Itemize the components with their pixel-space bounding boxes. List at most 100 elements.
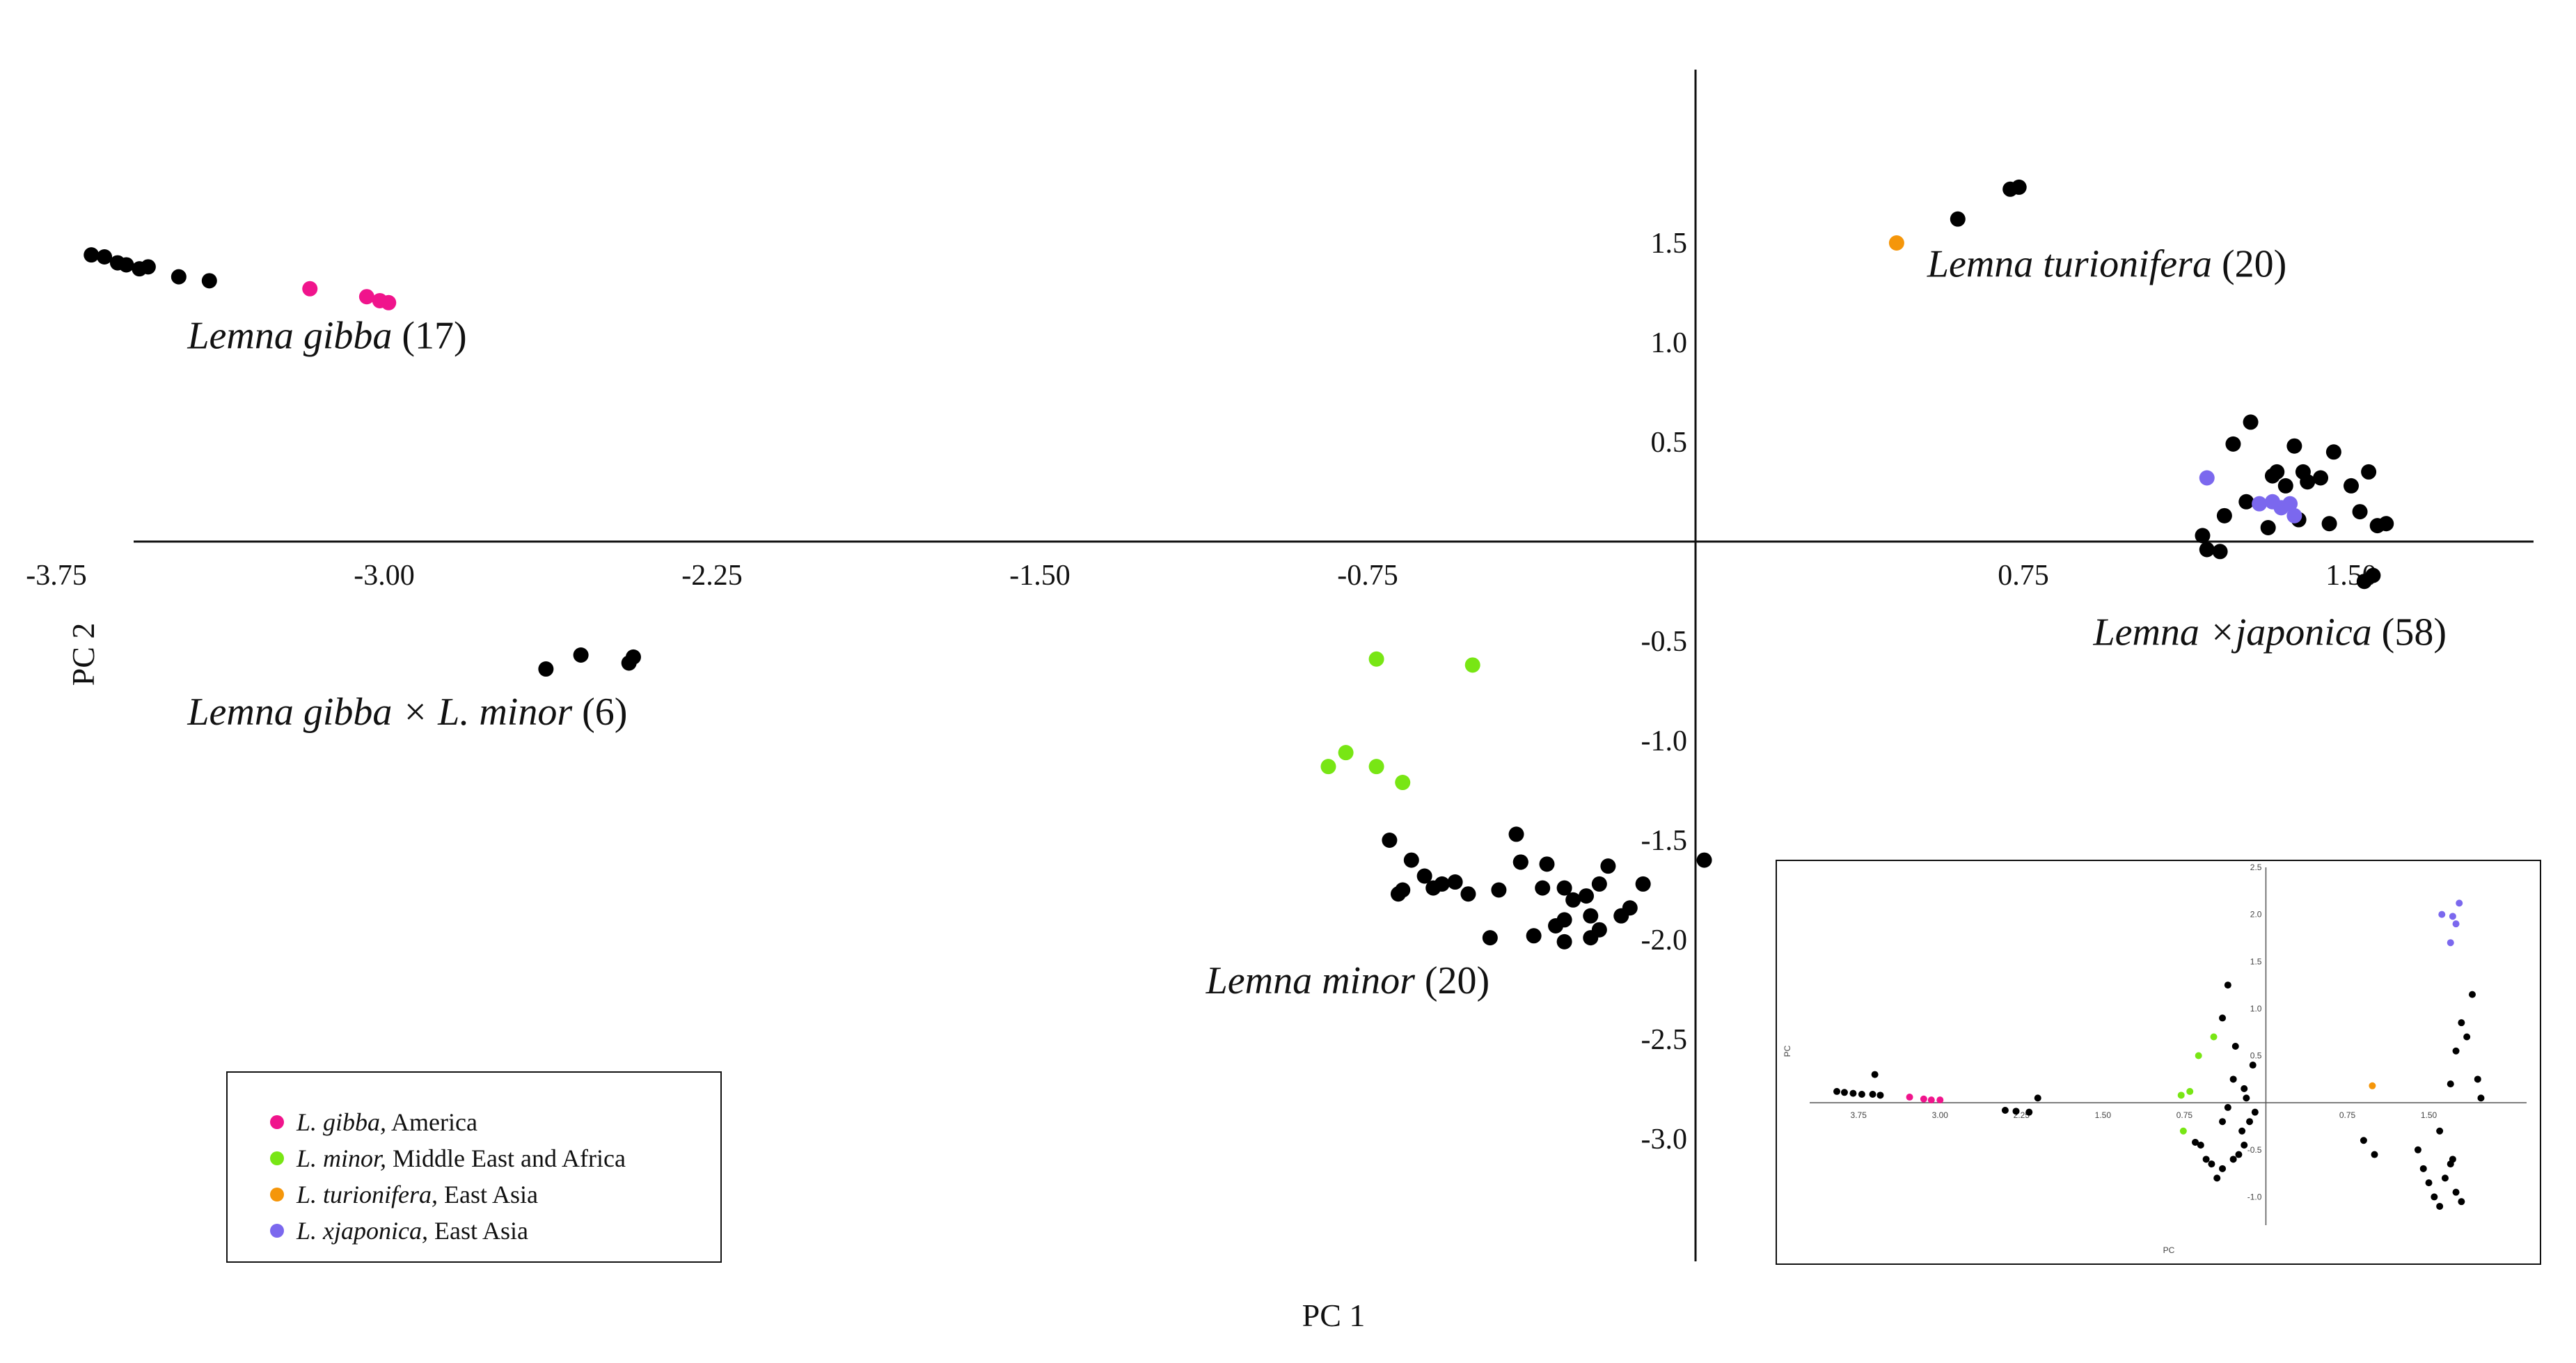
data-point bbox=[625, 649, 641, 665]
data-point bbox=[1583, 908, 1599, 924]
data-point bbox=[1482, 930, 1498, 946]
x-tick-label: -1.50 bbox=[1009, 560, 1070, 592]
inset-data-point bbox=[2224, 1103, 2231, 1111]
cluster-label-species: Lemna ×japonica bbox=[2092, 611, 2371, 654]
inset-data-point bbox=[1876, 1092, 1884, 1099]
data-point bbox=[97, 249, 113, 265]
inset-data-point bbox=[2208, 1160, 2215, 1168]
inset-data-point bbox=[2458, 1198, 2465, 1206]
inset-data-point bbox=[2431, 1193, 2438, 1201]
data-point bbox=[1395, 775, 1411, 791]
inset-data-point bbox=[2235, 1151, 2243, 1158]
x-tick-label: -3.00 bbox=[354, 560, 415, 592]
inset-data-point bbox=[2197, 1142, 2204, 1149]
y-tick-label: -2.5 bbox=[1641, 1024, 1688, 1056]
inset-data-point bbox=[2034, 1094, 2041, 1102]
data-point bbox=[2344, 478, 2359, 494]
inset-data-points bbox=[1833, 899, 2485, 1210]
data-point bbox=[2313, 470, 2329, 486]
data-point bbox=[1320, 759, 1336, 775]
data-point bbox=[2378, 516, 2394, 532]
inset-y-axis-title: PC bbox=[1783, 1045, 1792, 1057]
cluster-label-count: (17) bbox=[392, 315, 466, 358]
y-tick-label: 1.0 bbox=[1651, 327, 1688, 359]
data-point bbox=[358, 289, 374, 305]
y-tick-labels: 1.5 1.0 0.5 -0.5 -1.0 -1.5 -2.0 -2.5 -3.0 bbox=[1641, 228, 1688, 1156]
data-point bbox=[2212, 544, 2228, 560]
inset-data-point bbox=[2474, 1076, 2481, 1083]
inset-data-point bbox=[2441, 1174, 2449, 1182]
data-point bbox=[2286, 507, 2302, 523]
inset-x-tick-label: 3.75 bbox=[1851, 1110, 1867, 1120]
legend-region: East Asia bbox=[438, 1181, 538, 1208]
cluster-label-species: Lemna turionifera bbox=[1927, 243, 2212, 286]
inset-data-point bbox=[2449, 1156, 2456, 1163]
inset-data-point bbox=[2229, 1156, 2237, 1163]
data-point bbox=[1382, 833, 1398, 848]
inset-data-point bbox=[2249, 1062, 2257, 1069]
inset-data-point bbox=[2369, 1082, 2376, 1089]
data-point bbox=[573, 647, 589, 663]
cluster-label-count: (20) bbox=[1415, 959, 1490, 1002]
inset-data-point bbox=[2219, 1118, 2227, 1126]
legend-marker bbox=[270, 1188, 284, 1202]
legend-species: L. minor, bbox=[296, 1144, 386, 1172]
y-axis-title: PC 2 bbox=[65, 623, 101, 686]
legend-entry: L. minor, Middle East and Africa bbox=[296, 1144, 626, 1172]
inset-x-tick-label: 0.75 bbox=[2176, 1110, 2193, 1120]
data-point bbox=[2238, 494, 2254, 510]
data-point bbox=[1447, 874, 1463, 890]
inset-frame bbox=[1776, 860, 2541, 1265]
inset-y-tick-label: 1.0 bbox=[2250, 1004, 2262, 1014]
inset-data-point bbox=[2447, 939, 2454, 947]
data-point bbox=[1583, 930, 1599, 946]
inset-tick-labels: 3.75 3.00 2.25 1.50 0.75 0.75 1.502.52.01.51.0… bbox=[1851, 862, 2437, 1202]
legend-entry: L. xjaponica, East Asia bbox=[296, 1217, 528, 1245]
data-point bbox=[1395, 882, 1411, 898]
inset-data-point bbox=[2231, 1043, 2239, 1050]
inset-chart: 3.75 3.00 2.25 1.50 0.75 0.75 1.502.52.01.51.0… bbox=[1776, 860, 2541, 1265]
inset-data-point bbox=[2012, 1108, 2020, 1115]
inset-data-point bbox=[2447, 1080, 2454, 1088]
y-tick-label: 1.5 bbox=[1651, 228, 1688, 260]
y-tick-label: -1.0 bbox=[1641, 725, 1688, 757]
axes bbox=[134, 70, 2534, 1261]
data-point bbox=[538, 661, 554, 677]
data-point bbox=[2325, 444, 2341, 460]
data-point bbox=[1403, 852, 1419, 868]
x-tick-label: 0.75 bbox=[1998, 560, 2049, 592]
data-point bbox=[1613, 908, 1629, 924]
inset-data-point bbox=[1920, 1095, 1927, 1103]
data-point bbox=[1556, 912, 1572, 928]
data-point bbox=[1460, 886, 1476, 902]
inset-data-point bbox=[2414, 1146, 2421, 1153]
data-point bbox=[2199, 470, 2215, 486]
inset-x-axis-title: PC bbox=[2163, 1245, 2175, 1255]
data-point bbox=[1600, 858, 1616, 874]
inset-x-tick-label: 1.50 bbox=[2095, 1110, 2112, 1120]
data-point bbox=[2352, 504, 2368, 520]
data-point bbox=[1526, 928, 1542, 944]
data-point bbox=[2300, 474, 2316, 490]
cluster-label-count: (58) bbox=[2372, 611, 2447, 654]
data-point bbox=[2321, 516, 2337, 532]
data-point bbox=[1591, 876, 1607, 892]
cluster-label: Lemna minor (20) bbox=[1206, 959, 1490, 1002]
data-point bbox=[1539, 856, 1555, 872]
inset-data-point bbox=[1906, 1094, 1913, 1101]
legend-frame bbox=[226, 1071, 722, 1263]
cluster-label-count: (6) bbox=[572, 691, 627, 734]
data-point bbox=[1635, 876, 1651, 892]
inset-data-point bbox=[2195, 1052, 2202, 1059]
inset-y-tick-label: 1.5 bbox=[2250, 956, 2262, 966]
data-point bbox=[1950, 211, 1966, 227]
data-point bbox=[1416, 868, 1432, 884]
inset-data-point bbox=[2436, 1127, 2444, 1135]
legend-region: East Asia bbox=[428, 1217, 528, 1245]
inset-data-point bbox=[2229, 1076, 2237, 1083]
data-point bbox=[1535, 880, 1551, 896]
inset-data-point bbox=[2025, 1108, 2033, 1116]
inset-data-point bbox=[2468, 991, 2476, 998]
